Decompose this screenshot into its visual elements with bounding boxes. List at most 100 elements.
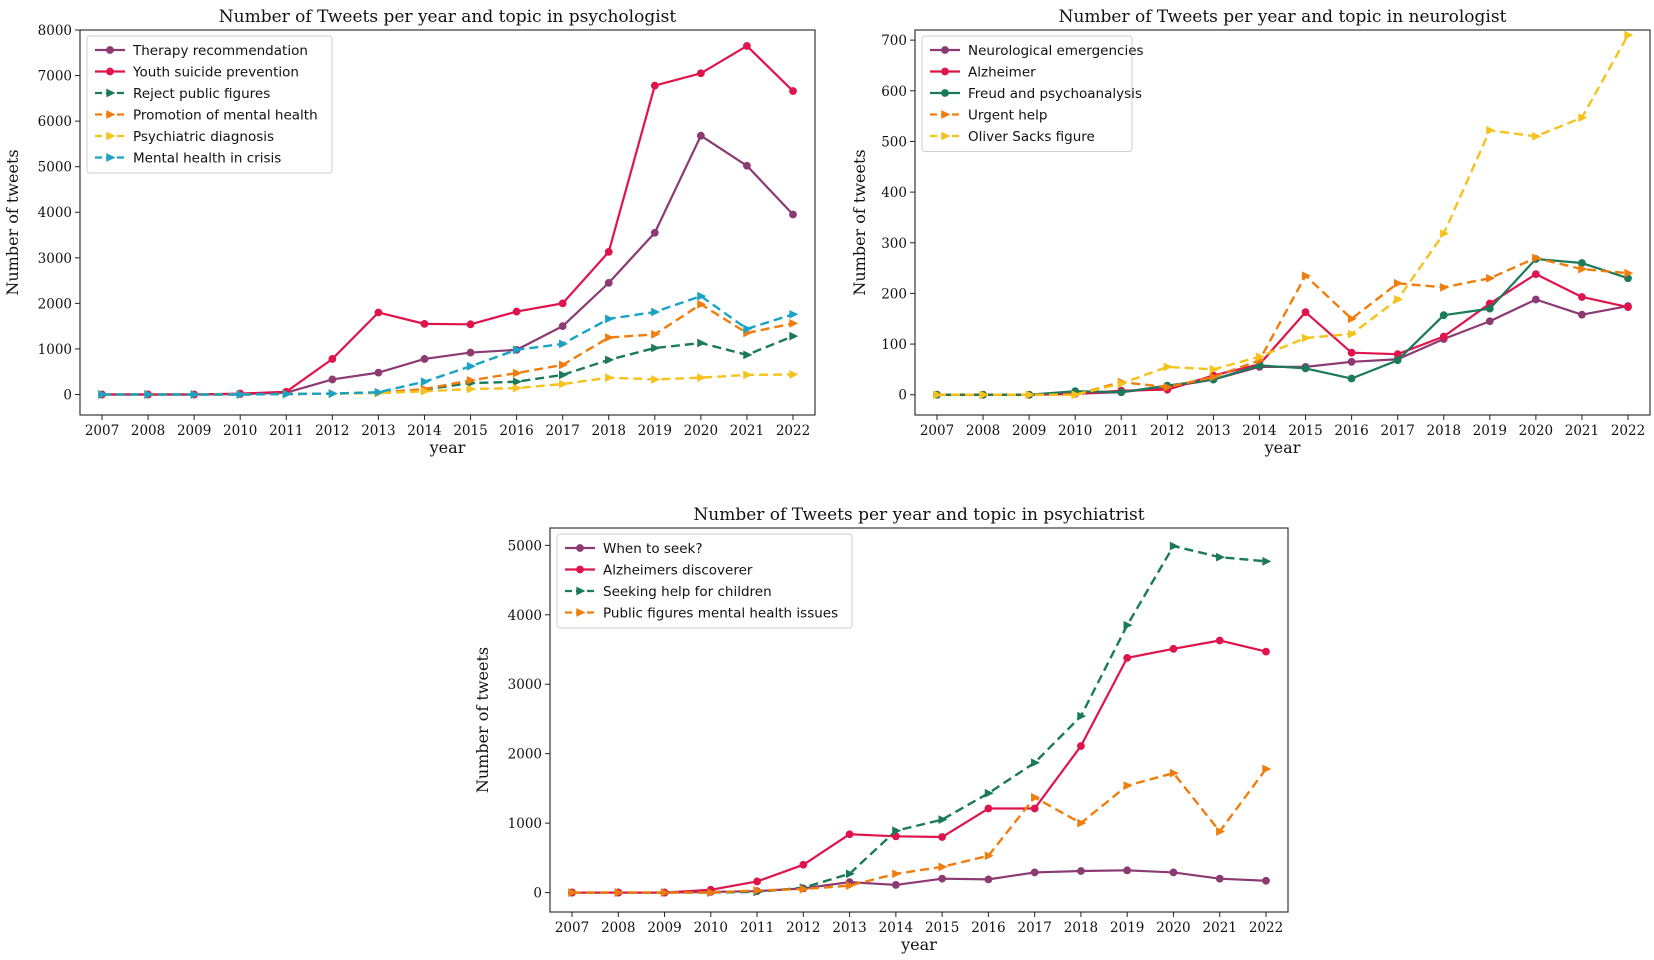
series-freud-and-psychoanalysis [933, 255, 1632, 399]
data-point [1393, 356, 1402, 365]
series-reject-public-figures [98, 331, 799, 399]
data-point [1531, 270, 1540, 279]
legend-marker [106, 110, 116, 119]
data-point [512, 345, 522, 355]
data-point [697, 299, 707, 309]
legend-label: Mental health in crisis [133, 151, 281, 167]
legend-frame [921, 35, 1133, 152]
data-point [1347, 314, 1357, 324]
x-tick-label: 2020 [684, 423, 718, 439]
data-point [1169, 644, 1178, 653]
data-point [1163, 382, 1173, 392]
y-tick-label: 700 [881, 33, 907, 49]
legend-frame [556, 533, 853, 629]
y-tick-label: 5000 [38, 160, 72, 176]
x-tick-label: 2021 [1565, 423, 1599, 439]
data-point [1030, 868, 1039, 877]
data-point [1578, 259, 1586, 267]
legend-marker [106, 88, 116, 98]
legend-label: Youth suicide prevention [132, 65, 299, 81]
data-point [1532, 132, 1542, 141]
data-point [799, 860, 808, 869]
data-point [559, 360, 569, 370]
data-point [789, 210, 797, 219]
data-point [374, 308, 383, 317]
data-point [1624, 268, 1634, 278]
data-point [1440, 229, 1450, 239]
chart-title: Number of Tweets per year and topic in p… [219, 7, 677, 27]
legend-marker [941, 110, 951, 119]
x-tick-label: 2014 [1242, 423, 1276, 439]
series-oliver-sacks-figure [933, 30, 1634, 400]
data-point [651, 329, 661, 339]
data-point [604, 278, 613, 287]
x-tick-label: 2022 [776, 423, 810, 439]
plot-frame [914, 29, 1651, 416]
data-point [979, 390, 989, 400]
data-point [1117, 379, 1127, 388]
data-point [743, 350, 753, 360]
legend-marker [576, 565, 584, 574]
data-point [789, 319, 799, 328]
x-tick-label: 2008 [601, 920, 635, 936]
x-tick-label: 2010 [1058, 423, 1092, 439]
data-point [845, 830, 854, 839]
data-point [605, 373, 615, 383]
legend-marker [106, 67, 114, 76]
data-point [1216, 827, 1226, 836]
data-point [1071, 390, 1081, 400]
data-point [697, 338, 707, 348]
y-tick-label: 4000 [38, 205, 72, 221]
data-point [1216, 552, 1226, 562]
data-point [696, 131, 705, 140]
data-point [1077, 867, 1085, 875]
data-point [1624, 30, 1634, 40]
data-point [1169, 541, 1179, 551]
data-point [328, 389, 338, 398]
series-urgent-help [933, 253, 1634, 400]
series-mental-health-in-crisis [98, 291, 799, 399]
series-alzheimers-discoverer [568, 636, 1270, 897]
x-tick-label: 2018 [592, 423, 626, 439]
data-point [1394, 295, 1404, 304]
x-tick-label: 2021 [730, 423, 764, 439]
data-point [512, 368, 522, 378]
y-tick-label: 300 [881, 236, 907, 252]
data-point [753, 886, 763, 895]
data-point [984, 804, 993, 813]
legend-label: Therapy recommendation [132, 43, 308, 59]
y-tick-label: 5000 [508, 538, 542, 554]
data-point [420, 319, 429, 328]
data-point [1486, 125, 1496, 135]
legend-label: Neurological emergencies [968, 43, 1144, 59]
data-point [1209, 365, 1219, 374]
x-tick-label: 2008 [966, 423, 1000, 439]
data-point [328, 355, 337, 363]
x-tick-label: 2021 [1203, 920, 1237, 936]
data-point [1163, 362, 1173, 372]
data-point [1486, 273, 1496, 283]
data-point [892, 869, 902, 879]
x-tick-label: 2017 [545, 423, 579, 439]
data-point [1077, 711, 1087, 721]
data-point [190, 390, 200, 399]
data-point [845, 881, 855, 890]
data-point [1531, 295, 1540, 304]
data-point [1169, 768, 1179, 778]
data-point [1030, 804, 1039, 813]
data-point [466, 384, 476, 394]
x-tick-label: 2009 [647, 920, 681, 936]
data-point [144, 390, 154, 399]
data-point [1077, 818, 1087, 828]
series-alzheimer [933, 270, 1632, 399]
legend-marker [576, 586, 586, 596]
data-point [707, 888, 717, 897]
x-tick-label: 2016 [971, 920, 1005, 936]
data-point [651, 343, 661, 353]
chart-1: Number of Tweets per year and topic in p… [3, 7, 816, 457]
data-point [420, 377, 430, 387]
x-tick-label: 2015 [925, 920, 959, 936]
series-line [937, 34, 1630, 396]
data-point [559, 370, 569, 380]
